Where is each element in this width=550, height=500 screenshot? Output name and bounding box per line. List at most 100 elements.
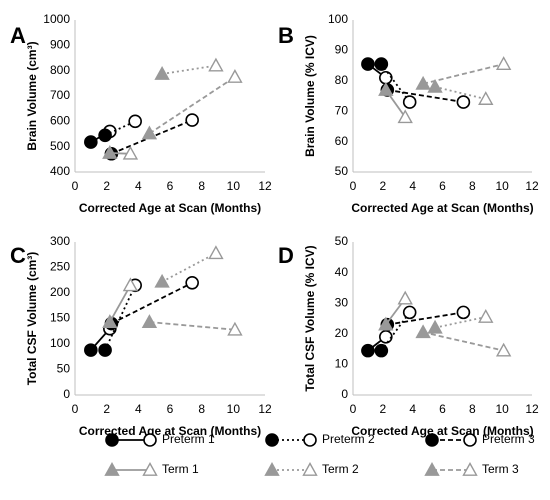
series-line — [111, 281, 193, 325]
legend-item: Preterm 2 — [265, 432, 375, 447]
series-term-3 — [141, 314, 243, 336]
series-preterm-2 — [374, 305, 417, 358]
x-tick-label: 4 — [409, 179, 416, 193]
x-tick-label: 0 — [350, 179, 357, 193]
series-line — [422, 331, 504, 352]
x-tick-label: 2 — [379, 179, 386, 193]
series-term-3 — [415, 56, 512, 90]
series-preterm-1 — [361, 330, 393, 358]
series-preterm-2 — [98, 114, 142, 143]
series-line — [387, 311, 464, 326]
data-point — [415, 75, 431, 90]
x-axis-label: Corrected Age at Scan (Months) — [79, 201, 261, 215]
x-tick-label: 8 — [469, 402, 476, 416]
y-tick-label: 600 — [50, 114, 70, 128]
legend-label: Preterm 1 — [162, 432, 215, 446]
y-tick-label: 700 — [50, 88, 70, 102]
panel-a: A 400 500 600 700 800 900 1000 0 2 4 6 8 10 12 Correcte… — [10, 12, 272, 215]
legend-item: Term 3 — [424, 462, 519, 476]
x-tick-label: 10 — [227, 179, 241, 193]
data-point — [361, 57, 375, 71]
data-point — [374, 57, 389, 71]
x-tick-label: 2 — [379, 402, 386, 416]
series-line — [104, 284, 136, 351]
data-point — [478, 91, 494, 105]
y-tick-label: 0 — [341, 387, 348, 401]
data-point — [378, 316, 394, 331]
legend-marker — [264, 462, 280, 476]
panel-label: A — [10, 23, 26, 48]
series-term-1 — [102, 145, 139, 160]
data-point — [397, 290, 413, 305]
y-tick-label: 10 — [335, 357, 349, 371]
x-axis-label: Corrected Age at Scan (Months) — [351, 424, 533, 438]
panel-label: C — [10, 243, 26, 268]
legend-marker — [105, 433, 119, 447]
data-point — [98, 128, 112, 143]
data-point — [102, 145, 118, 159]
y-tick-label: 0 — [63, 387, 70, 401]
x-tick-label: 10 — [495, 402, 509, 416]
y-axis-label: Brain Volume (cm³) — [25, 41, 39, 150]
legend-label: Term 2 — [322, 462, 359, 476]
legend-marker — [303, 433, 317, 447]
legend-marker — [424, 462, 440, 476]
series-line — [387, 89, 464, 103]
series-line — [161, 64, 217, 75]
legend-item: Preterm 3 — [425, 432, 535, 447]
data-point — [98, 343, 112, 357]
legend-item: Term 1 — [104, 462, 199, 476]
x-tick-label: 2 — [103, 402, 110, 416]
data-point — [84, 135, 98, 149]
data-point — [379, 70, 393, 85]
x-tick-label: 6 — [439, 179, 446, 193]
data-point — [227, 321, 243, 336]
data-point — [227, 69, 243, 83]
y-tick-label: 300 — [50, 234, 70, 248]
x-tick-label: 10 — [495, 179, 509, 193]
data-point — [185, 275, 199, 290]
panel-c: C 0 50 100 150 200 250 300 0 2 4 6 8 10 12 Corrected Ag… — [10, 234, 272, 438]
y-tick-label: 200 — [50, 285, 70, 299]
panel-label: B — [278, 23, 294, 48]
series-term-2 — [427, 309, 494, 334]
x-tick-label: 12 — [258, 179, 272, 193]
data-point — [374, 343, 389, 358]
y-tick-label: 80 — [335, 73, 349, 87]
legend-item: Preterm 1 — [105, 432, 215, 447]
series-term-1 — [102, 277, 139, 328]
y-tick-label: 400 — [50, 164, 70, 178]
series-term-1 — [378, 290, 413, 331]
y-tick-label: 60 — [335, 134, 349, 148]
legend-label: Preterm 3 — [482, 432, 535, 446]
x-axis-label: Corrected Age at Scan (Months) — [79, 424, 261, 438]
x-tick-label: 0 — [72, 179, 79, 193]
y-axis-label: Brain Volume (% ICV) — [303, 35, 317, 157]
series-term-3 — [415, 324, 512, 357]
legend: Preterm 1 Preterm 2 Preterm 3 Term 1 Term 2 T… — [104, 432, 535, 476]
data-point — [495, 56, 512, 70]
legend-marker — [463, 433, 477, 447]
data-point — [427, 319, 443, 334]
y-tick-label: 1000 — [43, 12, 70, 26]
data-point — [397, 109, 413, 124]
y-tick-label: 50 — [57, 362, 71, 376]
legend-marker — [142, 462, 158, 476]
data-point — [185, 113, 199, 127]
legend-label: Term 3 — [482, 462, 519, 476]
legend-label: Term 1 — [162, 462, 199, 476]
data-point — [402, 305, 417, 320]
x-tick-label: 12 — [258, 402, 272, 416]
data-point — [378, 81, 394, 96]
x-tick-label: 4 — [135, 179, 142, 193]
x-tick-label: 6 — [167, 402, 174, 416]
series-term-1 — [378, 81, 413, 124]
y-tick-label: 150 — [50, 311, 70, 325]
series-term-3 — [141, 69, 243, 140]
panel-d: D 0 10 20 30 40 50 0 2 4 6 8 10 12 Corrected Age at Sc… — [278, 234, 539, 438]
data-point — [154, 66, 170, 80]
x-tick-label: 8 — [469, 179, 476, 193]
data-point — [102, 314, 118, 328]
data-point — [361, 343, 375, 358]
x-tick-label: 10 — [227, 402, 241, 416]
